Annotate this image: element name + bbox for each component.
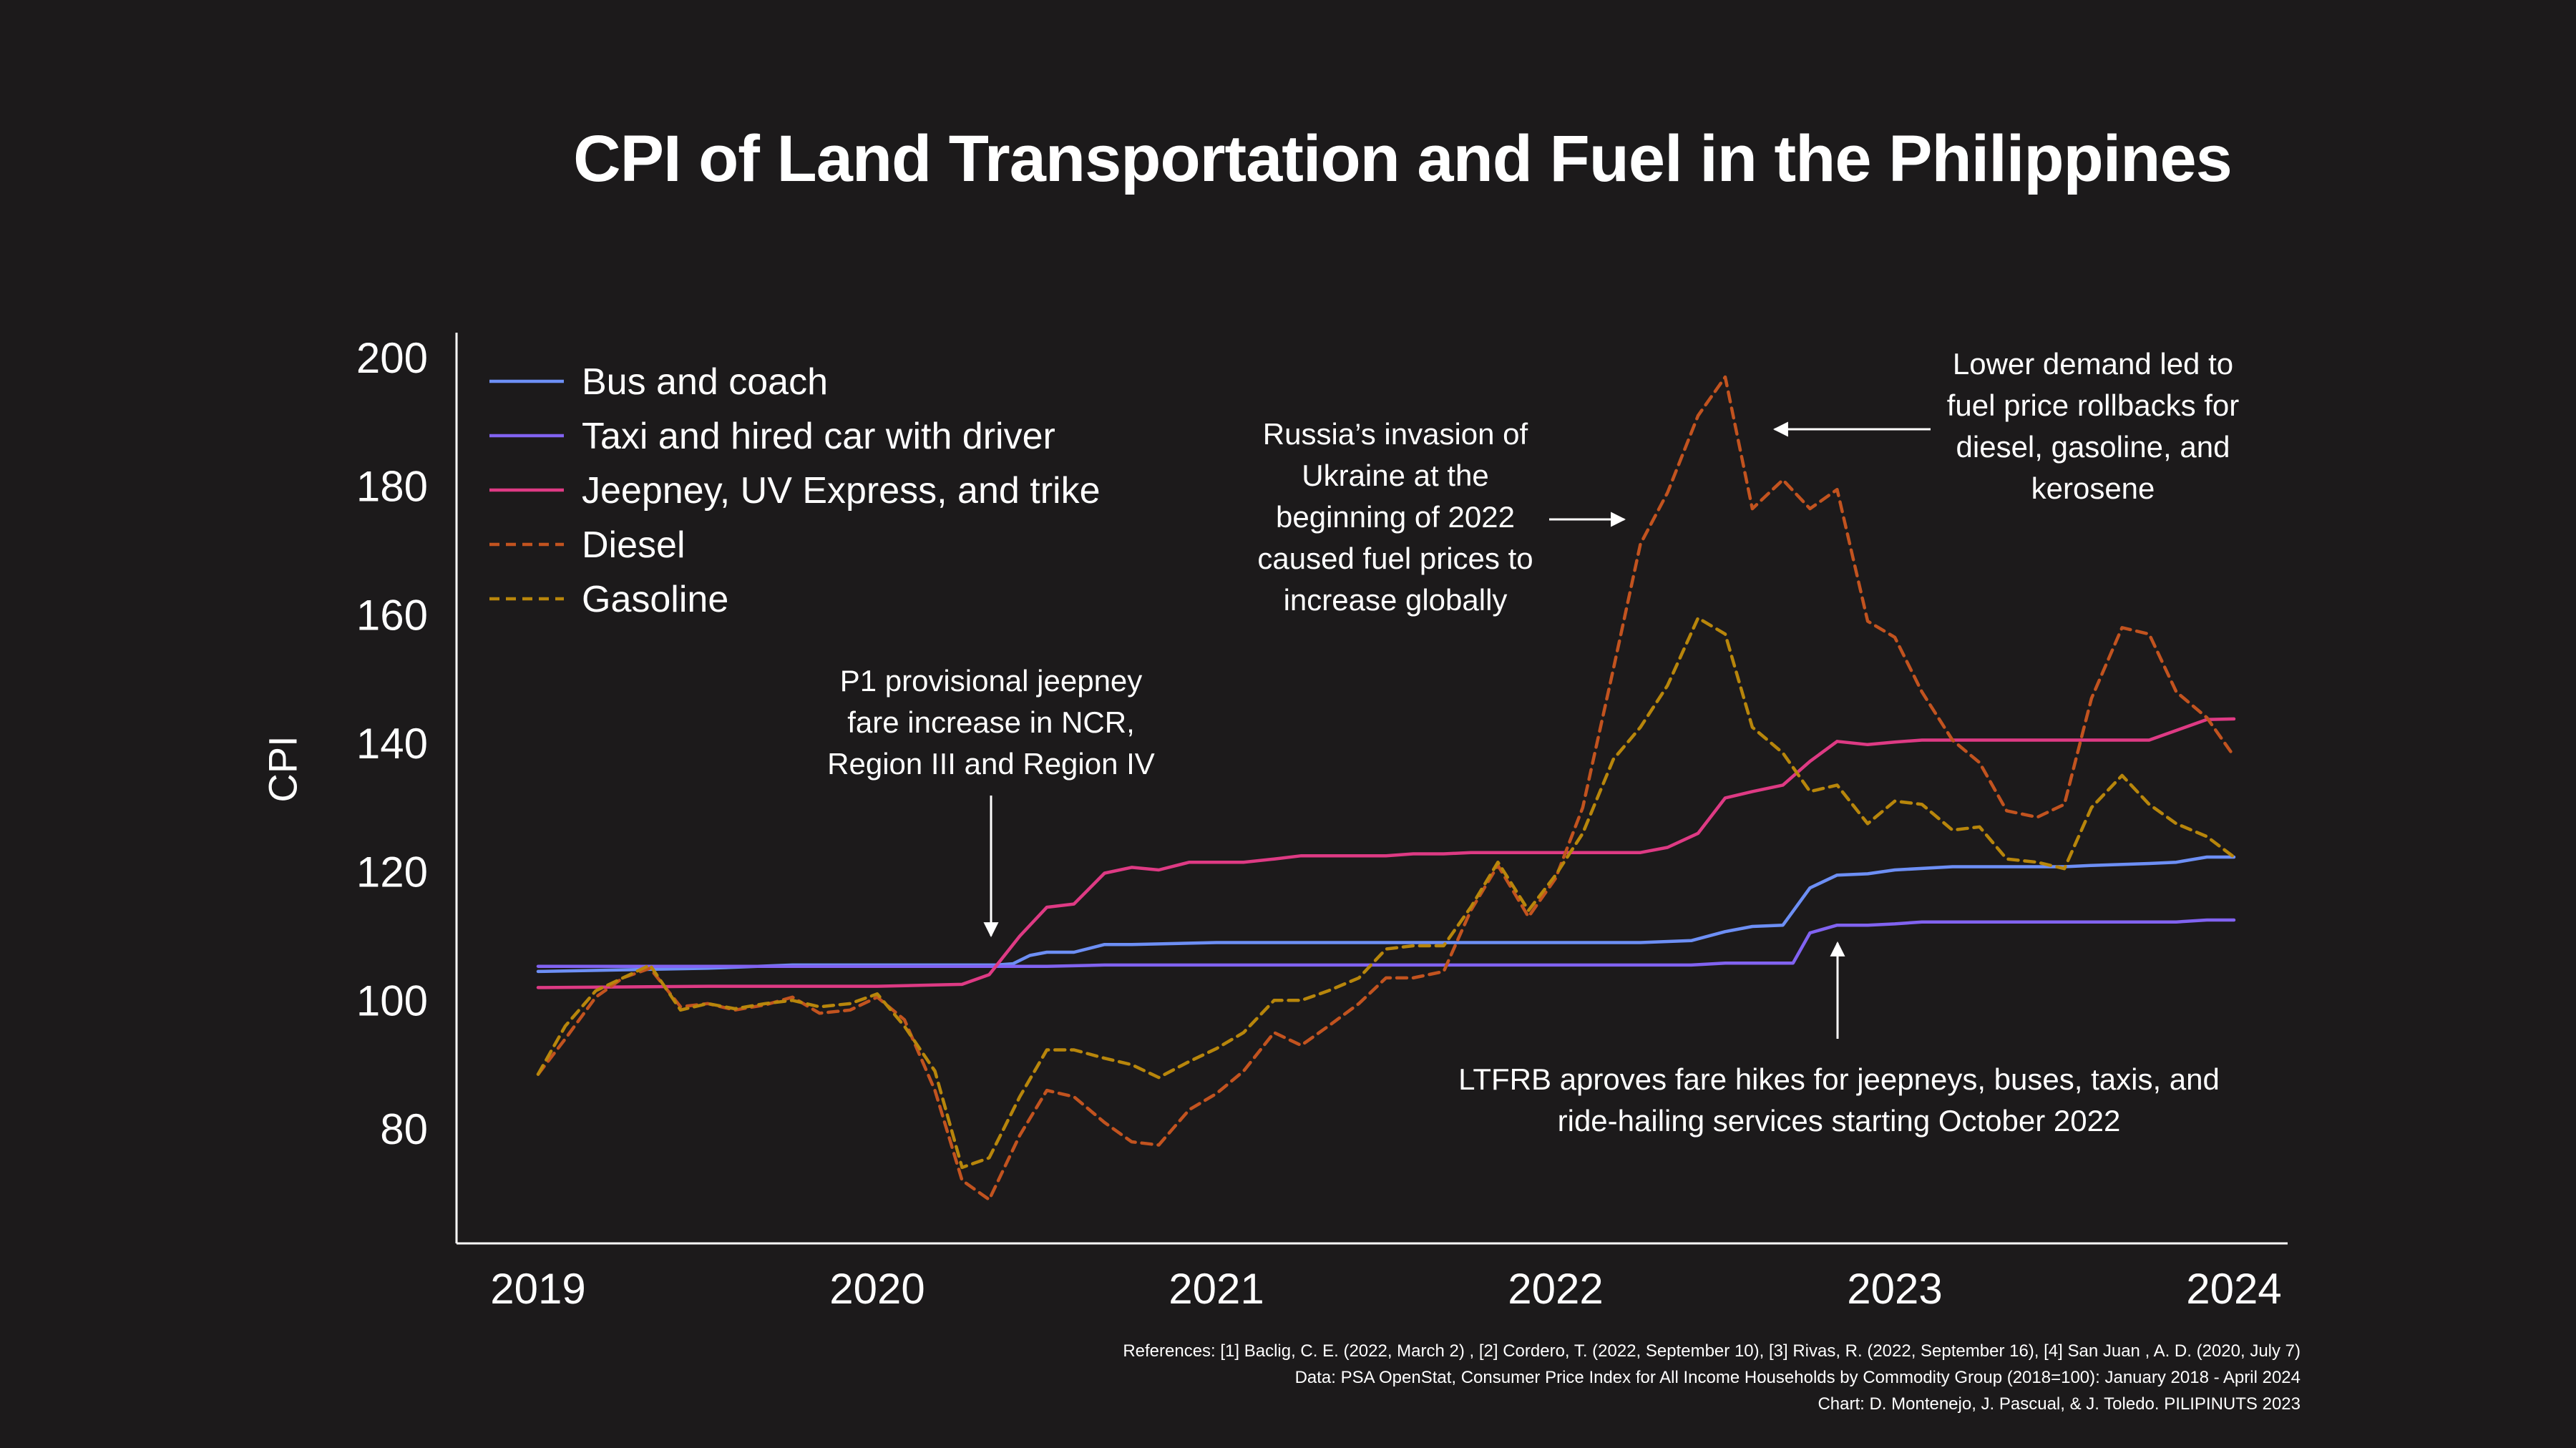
x-tick-label: 2020 xyxy=(829,1265,924,1313)
x-tick-label: 2024 xyxy=(2186,1265,2281,1313)
legend-label: Bus and coach xyxy=(582,361,828,403)
series-line-taxi-and-hired-car-with-driver xyxy=(536,918,2236,968)
y-tick-label: 180 xyxy=(356,463,428,511)
x-tick-label: 2019 xyxy=(490,1265,585,1313)
series-layer xyxy=(536,375,2236,1202)
chart-title: CPI of Land Transportation and Fuel in t… xyxy=(573,122,2233,195)
annotation-jeepney-fare: P1 provisional jeepney fare increase in … xyxy=(827,664,1155,781)
annotation-demand-rollback: Lower demand led to fuel price rollbacks… xyxy=(1946,347,2240,505)
legend-label: Taxi and hired car with driver xyxy=(582,416,1055,457)
y-tick-label: 140 xyxy=(356,720,428,768)
x-tick-label: 2021 xyxy=(1169,1265,1264,1313)
annotation-arrows xyxy=(983,421,1931,1039)
references-line: References: [1] Baclig, C. E. (2022, Mar… xyxy=(1123,1341,2301,1361)
x-tick-label: 2023 xyxy=(1847,1265,1942,1313)
y-tick-label: 100 xyxy=(356,977,428,1024)
chart-credit-line: Chart: D. Montenejo, J. Pascual, & J. To… xyxy=(1818,1394,2301,1414)
series-line-jeepney-uv-express-and-trike xyxy=(536,717,2236,989)
series-line-bus-and-coach xyxy=(536,855,2236,974)
y-tick-label: 120 xyxy=(356,848,428,896)
annotation-russia-invasion: Russia’s invasion of Ukraine at the begi… xyxy=(1257,417,1533,617)
y-tick-label: 80 xyxy=(380,1105,428,1153)
legend: Bus and coach Taxi and hired car with dri… xyxy=(489,361,1101,620)
axes: 2019 2020 2021 2022 2023 2024 80 100 120 140 160 18… xyxy=(356,333,2288,1313)
series-line-diesel xyxy=(536,375,2236,1202)
x-tick-label: 2022 xyxy=(1508,1265,1603,1313)
legend-label: Gasoline xyxy=(582,579,728,620)
references: References: [1] Baclig, C. E. (2022, Mar… xyxy=(1123,1338,2301,1417)
data-source-line: Data: PSA OpenStat, Consumer Price Index… xyxy=(1294,1368,2301,1387)
series-line-gasoline xyxy=(536,616,2236,1170)
y-tick-label: 200 xyxy=(356,334,428,382)
legend-label: Diesel xyxy=(582,524,686,566)
legend-label: Jeepney, UV Express, and trike xyxy=(582,470,1101,512)
y-tick-label: 160 xyxy=(356,591,428,639)
annotation-ltfrb-fare-hikes: LTFRB aproves fare hikes for jeepneys, b… xyxy=(1458,1062,2220,1138)
